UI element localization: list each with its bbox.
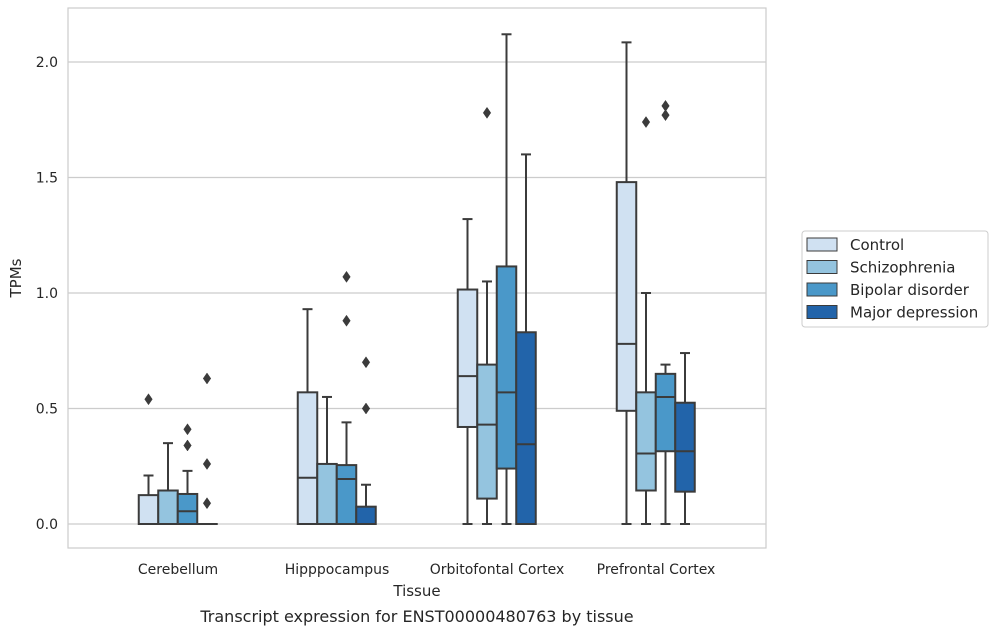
flier-point bbox=[361, 402, 371, 415]
legend-label: Schizophrenia bbox=[850, 259, 955, 277]
box-body bbox=[157, 489, 179, 526]
flier-point bbox=[342, 270, 351, 283]
box-1-0 bbox=[296, 308, 319, 525]
box-0-3 bbox=[196, 372, 218, 526]
box-body bbox=[515, 331, 537, 525]
box-body bbox=[635, 391, 657, 492]
box-body bbox=[296, 391, 319, 525]
x-tick-label: Cerebellum bbox=[138, 562, 218, 578]
box-2-3 bbox=[515, 153, 537, 525]
x-tick-label: Orbitofontal Cortex bbox=[430, 562, 565, 578]
y-tick-label: 0.0 bbox=[36, 517, 58, 533]
box-body bbox=[316, 462, 338, 526]
y-axis-label: TPMs bbox=[7, 258, 25, 298]
y-tick-label: 1.0 bbox=[36, 286, 58, 302]
box-body bbox=[615, 181, 638, 412]
box-2-2 bbox=[495, 33, 518, 525]
y-tick-label: 2.0 bbox=[36, 55, 58, 71]
box-1-3 bbox=[355, 356, 377, 525]
flier-point bbox=[183, 423, 192, 436]
box-3-2 bbox=[654, 99, 677, 525]
box-0-0 bbox=[137, 393, 160, 525]
flier-point bbox=[202, 372, 212, 385]
box-2-1 bbox=[476, 106, 498, 525]
flier-point bbox=[342, 314, 351, 327]
box-body bbox=[654, 372, 677, 453]
box-body bbox=[476, 363, 498, 500]
box-body bbox=[137, 494, 160, 525]
flier-point bbox=[482, 106, 492, 119]
box-1-2 bbox=[335, 270, 358, 525]
box-body bbox=[176, 492, 199, 526]
box-0-1 bbox=[157, 442, 179, 526]
x-axis-label: Tissue bbox=[392, 582, 440, 600]
legend-label: Bipolar disorder bbox=[850, 281, 970, 299]
box-2-0 bbox=[456, 218, 479, 525]
y-tick-label: 0.5 bbox=[36, 402, 58, 418]
legend-swatch bbox=[806, 282, 838, 297]
x-ticks: Cerebellum Hipppocampus Orbitofontal Corte… bbox=[138, 562, 715, 578]
gridlines bbox=[68, 61, 766, 525]
box-body bbox=[674, 401, 696, 493]
x-tick-label: Prefrontal Cortex bbox=[597, 562, 716, 578]
plot-frame bbox=[67, 7, 767, 549]
flier-point bbox=[361, 356, 371, 369]
box-3-1 bbox=[635, 116, 657, 525]
flier-point bbox=[202, 497, 212, 510]
legend-label: Major depression bbox=[850, 304, 978, 322]
flier-point bbox=[661, 99, 670, 112]
box-0-2 bbox=[176, 423, 199, 526]
legend-label: Control bbox=[850, 236, 904, 254]
flier-point bbox=[144, 393, 153, 406]
box-body bbox=[355, 505, 377, 525]
flier-point bbox=[641, 116, 651, 128]
box-3-0 bbox=[615, 41, 638, 525]
box-body bbox=[335, 464, 358, 525]
box-1-1 bbox=[316, 395, 338, 526]
legend-frame bbox=[801, 230, 989, 328]
legend-swatch bbox=[806, 305, 838, 319]
flier-point bbox=[661, 109, 670, 122]
box-3-3 bbox=[674, 352, 696, 525]
legend-swatch bbox=[806, 237, 838, 252]
legend-swatch bbox=[806, 260, 838, 274]
box-body bbox=[495, 265, 518, 470]
boxes bbox=[137, 33, 696, 526]
y-tick-label: 1.5 bbox=[36, 171, 58, 187]
x-tick-label: Hipppocampus bbox=[285, 562, 390, 578]
chart-caption: Transcript expression for ENST0000048076… bbox=[199, 607, 633, 626]
flier-point bbox=[202, 458, 212, 470]
legend: Control Schizophrenia Bipolar disorder Majo… bbox=[801, 230, 989, 328]
flier-point bbox=[183, 439, 192, 452]
y-ticks: 0.0 0.5 1.0 1.5 2.0 bbox=[36, 55, 58, 533]
box-body bbox=[456, 288, 479, 428]
